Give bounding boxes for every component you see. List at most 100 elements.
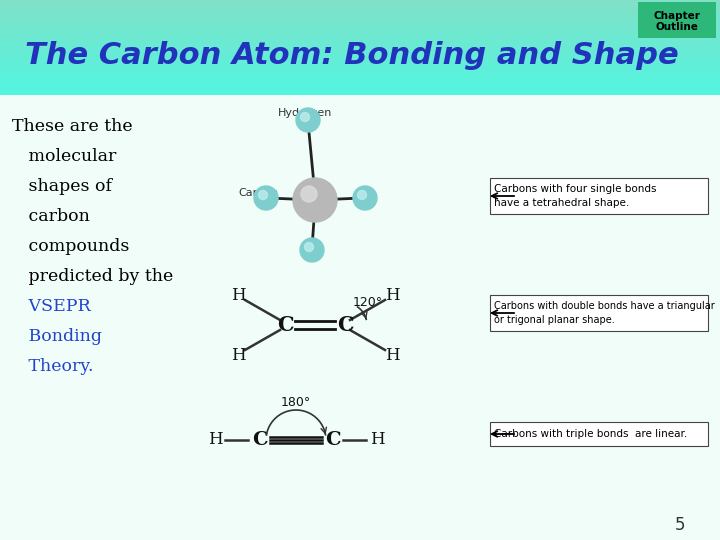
Bar — [0, 75, 720, 77]
Bar — [0, 42, 720, 43]
Bar — [0, 38, 720, 39]
Bar — [0, 93, 720, 94]
Circle shape — [300, 238, 324, 262]
Bar — [0, 84, 720, 86]
Bar — [0, 64, 720, 66]
Text: 5: 5 — [675, 516, 685, 534]
Bar — [0, 68, 720, 69]
Bar — [0, 63, 720, 65]
Circle shape — [296, 108, 320, 132]
Bar — [0, 17, 720, 18]
Bar — [0, 35, 720, 36]
Bar — [0, 25, 720, 26]
Bar — [0, 69, 720, 71]
Text: Carbon: Carbon — [238, 188, 278, 198]
Bar — [0, 1, 720, 3]
Text: These are the: These are the — [12, 118, 132, 135]
Bar — [0, 33, 720, 35]
Bar — [0, 23, 720, 24]
Bar — [0, 82, 720, 84]
Bar — [0, 73, 720, 75]
Bar — [0, 46, 720, 48]
Bar — [0, 48, 720, 49]
Bar — [0, 78, 720, 80]
Bar — [0, 55, 720, 56]
Bar — [0, 4, 720, 5]
Bar — [0, 91, 720, 93]
Bar — [0, 65, 720, 67]
Bar — [0, 31, 720, 32]
Bar — [0, 16, 720, 17]
Text: VSEPR: VSEPR — [12, 298, 91, 315]
Bar — [0, 12, 720, 14]
Bar — [0, 62, 720, 63]
Bar — [0, 71, 720, 73]
Bar — [0, 49, 720, 50]
Bar — [0, 44, 720, 45]
Bar — [0, 76, 720, 78]
Bar — [0, 95, 720, 540]
Bar — [0, 14, 720, 16]
Bar — [0, 77, 720, 79]
Bar — [0, 79, 720, 81]
Bar — [0, 66, 720, 68]
Bar — [0, 36, 720, 37]
Text: molecular: molecular — [12, 148, 117, 165]
Bar — [0, 13, 720, 15]
Circle shape — [293, 178, 337, 222]
Bar — [0, 10, 720, 11]
Bar — [638, 2, 716, 38]
Bar — [0, 24, 720, 25]
Bar — [490, 422, 708, 446]
Bar — [0, 40, 720, 42]
Bar — [0, 20, 720, 22]
Bar — [0, 57, 720, 59]
Bar — [0, 89, 720, 91]
Bar — [0, 81, 720, 83]
Circle shape — [353, 186, 377, 210]
Circle shape — [358, 191, 366, 199]
Text: H: H — [230, 287, 246, 305]
Bar — [0, 8, 720, 10]
Bar — [490, 295, 708, 331]
Bar — [0, 2, 720, 4]
Circle shape — [258, 191, 268, 199]
Bar — [0, 37, 720, 38]
Bar — [0, 59, 720, 61]
Bar — [0, 29, 720, 30]
Bar — [0, 88, 720, 90]
Text: C: C — [276, 315, 293, 335]
Bar — [0, 83, 720, 85]
Circle shape — [254, 186, 278, 210]
Text: Hydrogen: Hydrogen — [278, 108, 332, 118]
Bar — [0, 70, 720, 72]
Text: C: C — [325, 431, 341, 449]
Text: H: H — [384, 287, 400, 305]
Bar — [490, 178, 708, 214]
Text: The Carbon Atom: Bonding and Shape: The Carbon Atom: Bonding and Shape — [25, 40, 679, 70]
Text: H: H — [384, 348, 400, 364]
Circle shape — [305, 242, 313, 252]
Bar — [0, 85, 720, 87]
Bar — [0, 7, 720, 9]
Text: predicted by the: predicted by the — [12, 268, 174, 285]
Text: Carbons with triple bonds  are linear.: Carbons with triple bonds are linear. — [494, 429, 688, 439]
Text: C: C — [252, 431, 268, 449]
Bar — [0, 18, 720, 19]
Bar — [0, 51, 720, 53]
Text: Bonding: Bonding — [12, 328, 102, 345]
Bar — [0, 39, 720, 41]
Text: shapes of: shapes of — [12, 178, 112, 195]
Bar — [0, 11, 720, 12]
Circle shape — [301, 186, 317, 202]
Bar — [0, 56, 720, 57]
Bar — [0, 43, 720, 44]
Bar — [0, 94, 720, 96]
Bar — [0, 26, 720, 28]
Bar — [0, 30, 720, 31]
Text: 120°: 120° — [353, 295, 383, 308]
Bar — [0, 50, 720, 51]
Text: C: C — [337, 315, 354, 335]
Bar — [0, 5, 720, 6]
Text: H: H — [207, 431, 222, 449]
